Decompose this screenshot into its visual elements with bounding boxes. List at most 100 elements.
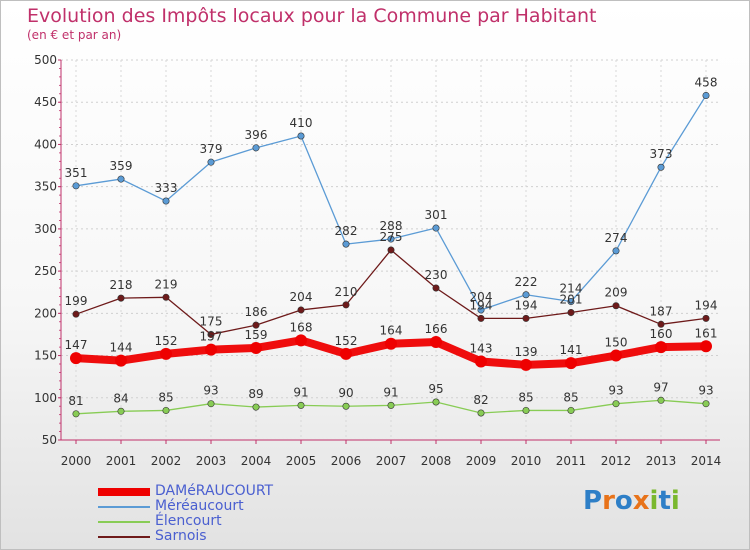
data-point-dameraucourt [565,357,577,370]
data-label-mereaucourt: 288 [380,219,403,233]
data-label-elencourt: 93 [608,384,623,398]
data-point-mereaucourt [567,298,575,306]
data-label-mereaucourt: 379 [200,142,223,156]
data-label-elencourt: 84 [113,391,128,405]
data-point-dameraucourt [115,354,127,367]
data-point-sarnois [162,293,170,301]
x-tick-label: 2012 [601,454,632,468]
data-label-dameraucourt: 166 [425,322,448,336]
y-tick-label: 250 [34,264,57,278]
data-point-dameraucourt [250,341,262,354]
data-point-mereaucourt [612,247,620,255]
data-label-dameraucourt: 157 [200,330,223,344]
x-tick-label: 2013 [646,454,677,468]
data-point-elencourt [252,403,260,411]
y-tick-label: 50 [42,433,57,447]
data-label-mereaucourt: 458 [695,75,718,89]
data-point-elencourt [702,400,710,408]
data-label-mereaucourt: 282 [335,224,358,238]
data-label-elencourt: 89 [248,387,263,401]
x-tick-label: 2005 [286,454,317,468]
data-point-elencourt [72,410,80,418]
x-tick-label: 2004 [241,454,272,468]
legend-swatch-dameraucourt [98,488,150,496]
data-label-sarnois: 275 [380,230,403,244]
data-label-sarnois: 209 [605,286,628,300]
data-point-elencourt [162,406,170,414]
data-point-sarnois [432,284,440,292]
data-label-sarnois: 210 [335,285,358,299]
data-point-sarnois [72,310,80,318]
y-tick-label: 300 [34,222,57,236]
data-point-dameraucourt [205,343,217,356]
data-point-elencourt [477,409,485,417]
data-point-mereaucourt [657,163,665,171]
data-point-sarnois [702,314,710,322]
data-point-sarnois [297,306,305,314]
chart-title: Evolution des Impôts locaux pour la Comm… [27,5,597,27]
x-tick-label: 2014 [691,454,722,468]
data-point-dameraucourt [70,352,82,365]
data-label-mereaucourt: 359 [110,159,133,173]
data-label-dameraucourt: 160 [650,327,673,341]
data-point-sarnois [342,301,350,309]
legend-swatch-sarnois [98,536,150,538]
data-label-dameraucourt: 168 [290,320,313,334]
data-label-elencourt: 93 [698,384,713,398]
data-label-elencourt: 85 [518,390,533,404]
data-label-sarnois: 219 [155,277,178,291]
data-point-mereaucourt [297,132,305,140]
data-label-dameraucourt: 152 [335,334,358,348]
data-label-mereaucourt: 204 [470,290,493,304]
data-label-sarnois: 194 [695,298,718,312]
data-label-dameraucourt: 144 [110,341,133,355]
data-label-elencourt: 85 [158,390,173,404]
legend-swatch-mereaucourt [98,506,150,508]
data-label-dameraucourt: 147 [65,338,88,352]
legend-swatch-elencourt [98,521,150,523]
data-label-elencourt: 90 [338,386,353,400]
data-label-sarnois: 186 [245,305,268,319]
data-label-sarnois: 199 [65,294,88,308]
data-point-elencourt [567,406,575,414]
y-tick-label: 500 [34,53,57,67]
data-point-sarnois [252,321,260,329]
legend-label-mereaucourt: Méréaucourt [155,498,244,514]
data-point-elencourt [342,402,350,410]
x-tick-label: 2010 [511,454,542,468]
data-point-elencourt [207,400,215,408]
data-point-sarnois [387,246,395,254]
x-tick-label: 2003 [196,454,227,468]
data-label-sarnois: 194 [515,298,538,312]
data-point-sarnois [207,330,215,338]
data-label-elencourt: 93 [203,384,218,398]
data-point-dameraucourt [610,349,622,362]
data-label-sarnois: 230 [425,268,448,282]
data-label-dameraucourt: 139 [515,345,538,359]
data-label-sarnois: 201 [560,292,583,306]
data-label-sarnois: 218 [110,278,133,292]
y-tick-label: 400 [34,137,57,151]
data-label-elencourt: 81 [68,394,83,408]
legend-label-sarnois: Sarnois [155,528,207,544]
data-point-dameraucourt [430,336,442,349]
data-point-dameraucourt [340,347,352,360]
data-point-sarnois [567,308,575,316]
data-point-mereaucourt [477,306,485,314]
data-point-elencourt [297,401,305,409]
data-label-dameraucourt: 161 [695,326,718,340]
data-point-elencourt [387,401,395,409]
data-point-mereaucourt [522,291,530,299]
legend-label-elencourt: Élencourt [155,513,222,529]
data-point-elencourt [117,407,125,415]
y-tick-label: 450 [34,95,57,109]
data-label-dameraucourt: 150 [605,336,628,350]
data-point-sarnois [522,314,530,322]
data-point-elencourt [657,396,665,404]
data-point-elencourt [612,400,620,408]
y-tick-label: 150 [34,349,57,363]
data-label-mereaucourt: 222 [515,275,538,289]
data-label-dameraucourt: 159 [245,328,268,342]
data-point-mereaucourt [207,158,215,166]
